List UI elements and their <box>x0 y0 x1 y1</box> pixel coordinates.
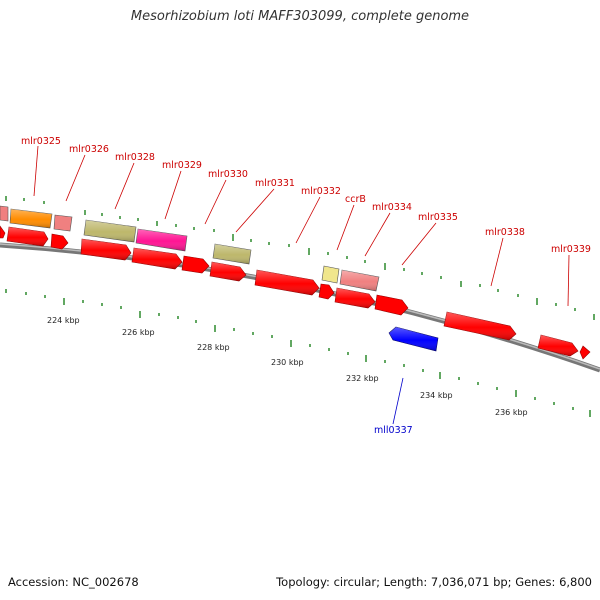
gene-arrow[interactable] <box>0 225 6 239</box>
gene-arrow[interactable] <box>181 255 210 274</box>
gene-label-mlr0328[interactable]: mlr0328 <box>115 152 155 163</box>
genome-summary-text: Topology: circular; Length: 7,036,071 bp… <box>276 575 592 589</box>
gene-arrow[interactable] <box>579 345 591 360</box>
gene-label-mlr0326[interactable]: mlr0326 <box>69 144 109 155</box>
tick-label-226: 226 kbp <box>122 328 155 337</box>
gene-label-mlr0334[interactable]: mlr0334 <box>372 202 412 213</box>
map-title: Mesorhizobium loti MAFF303099, complete … <box>130 9 470 24</box>
gene-label-mlr0330[interactable]: mlr0330 <box>208 169 248 180</box>
gene-arrow[interactable] <box>374 294 409 316</box>
accession-text: Accession: NC_002678 <box>8 575 139 589</box>
tick-label-236: 236 kbp <box>495 408 528 417</box>
cog-feature-ring <box>0 205 380 292</box>
gene-arrow[interactable] <box>318 283 335 300</box>
gene-label-mlr0339[interactable]: mlr0339 <box>551 244 591 255</box>
label-leader-mll0337 <box>392 377 404 425</box>
feature-block <box>0 205 9 222</box>
tick-label-232: 232 kbp <box>346 374 379 383</box>
tick-label-234: 234 kbp <box>420 391 453 400</box>
feature-block <box>321 265 340 284</box>
forward-strand-genes <box>0 225 591 360</box>
gene-label-mlr0335[interactable]: mlr0335 <box>418 212 458 223</box>
upper-tick-ring <box>5 196 595 320</box>
genome-backbone <box>0 242 600 373</box>
label-leaders <box>33 145 570 307</box>
tick-labels: 224 kbp 226 kbp 228 kbp 230 kbp 232 kbp … <box>47 316 528 417</box>
tick-label-230: 230 kbp <box>271 358 304 367</box>
reverse-strand-genes <box>388 326 439 352</box>
gene-label-mlr0325[interactable]: mlr0325 <box>21 136 61 147</box>
gene-label-mlr0331[interactable]: mlr0331 <box>255 178 295 189</box>
genome-backbone-highlight <box>0 243 600 370</box>
feature-block <box>53 214 73 232</box>
tick-label-228: 228 kbp <box>197 343 230 352</box>
gene-label-mlr0332[interactable]: mlr0332 <box>301 186 341 197</box>
gene-arrow[interactable] <box>50 233 69 250</box>
gene-label-mlr0338[interactable]: mlr0338 <box>485 227 525 238</box>
lower-tick-ring <box>5 289 591 417</box>
gene-label-mlr0329[interactable]: mlr0329 <box>162 160 202 171</box>
gene-label-ccrB[interactable]: ccrB <box>345 194 366 205</box>
gene-labels: mlr0325 mlr0326 mlr0328 mlr0329 mlr0330 … <box>21 136 591 255</box>
tick-label-224: 224 kbp <box>47 316 80 325</box>
gene-label-mll0337[interactable]: mll0337 <box>374 425 413 436</box>
